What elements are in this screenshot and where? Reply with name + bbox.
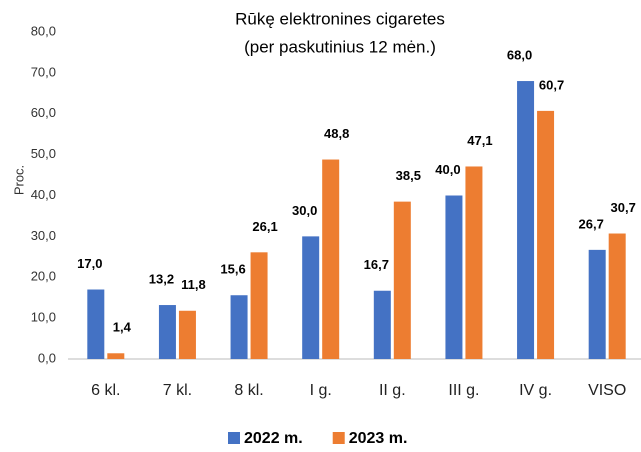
- bar: [230, 295, 248, 359]
- bar: [465, 166, 483, 359]
- x-tick-label: I g.: [310, 382, 332, 399]
- legend-swatch: [332, 432, 345, 444]
- x-tick-label: 7 kl.: [163, 382, 192, 399]
- x-tick-label: 6 kl.: [91, 382, 120, 399]
- value-label: 11,8: [181, 277, 206, 292]
- value-label: 38,5: [396, 168, 421, 183]
- bar: [517, 81, 535, 360]
- bar: [302, 236, 320, 359]
- y-tick-label: 20,0: [31, 269, 56, 284]
- y-tick-label: 30,0: [31, 228, 56, 243]
- value-label: 15,6: [220, 262, 245, 277]
- value-label: 68,0: [507, 47, 532, 62]
- bar: [445, 195, 463, 359]
- bar: [588, 249, 606, 359]
- value-label: 40,0: [435, 162, 460, 177]
- y-tick-label: 50,0: [31, 146, 56, 161]
- y-tick-label: 70,0: [31, 64, 56, 79]
- y-axis-label: Proc.: [11, 165, 26, 195]
- bar: [322, 159, 340, 359]
- legend-label: 2022 m.: [244, 430, 303, 447]
- bar: [393, 201, 411, 359]
- bar: [250, 252, 268, 359]
- value-label: 60,7: [539, 77, 564, 92]
- y-tick-label: 0,0: [38, 350, 56, 365]
- y-tick-label: 60,0: [31, 105, 56, 120]
- value-label: 13,2: [149, 271, 174, 286]
- bar: [107, 353, 125, 359]
- value-label: 17,0: [77, 256, 102, 271]
- x-tick-label: IV g.: [519, 382, 552, 399]
- y-tick-label: 10,0: [31, 310, 56, 325]
- value-label: 30,0: [292, 203, 317, 218]
- x-tick-label: 8 kl.: [234, 382, 263, 399]
- value-label: 26,7: [579, 216, 604, 231]
- bar: [373, 290, 391, 359]
- y-tick-label: 40,0: [31, 187, 56, 202]
- legend-swatch: [228, 432, 240, 444]
- x-tick-label: II g.: [379, 382, 406, 399]
- value-label: 1,4: [113, 320, 132, 335]
- value-label: 26,1: [252, 219, 277, 234]
- x-tick-label: III g.: [448, 382, 479, 399]
- value-label: 47,1: [467, 133, 492, 148]
- chart-subtitle: (per paskutinius 12 mėn.): [244, 37, 436, 56]
- bar: [608, 233, 626, 359]
- value-label: 48,8: [324, 126, 349, 141]
- value-label: 30,7: [611, 200, 636, 215]
- bar: [537, 110, 555, 359]
- bar: [158, 305, 176, 359]
- bar: [87, 289, 105, 359]
- value-label: 16,7: [364, 257, 389, 272]
- x-tick-label: VISO: [588, 382, 626, 399]
- bar: [178, 310, 196, 359]
- chart-title: Rūkę elektronines cigaretes: [235, 9, 445, 28]
- legend-label: 2023 m.: [349, 430, 408, 447]
- y-tick-label: 80,0: [31, 23, 56, 38]
